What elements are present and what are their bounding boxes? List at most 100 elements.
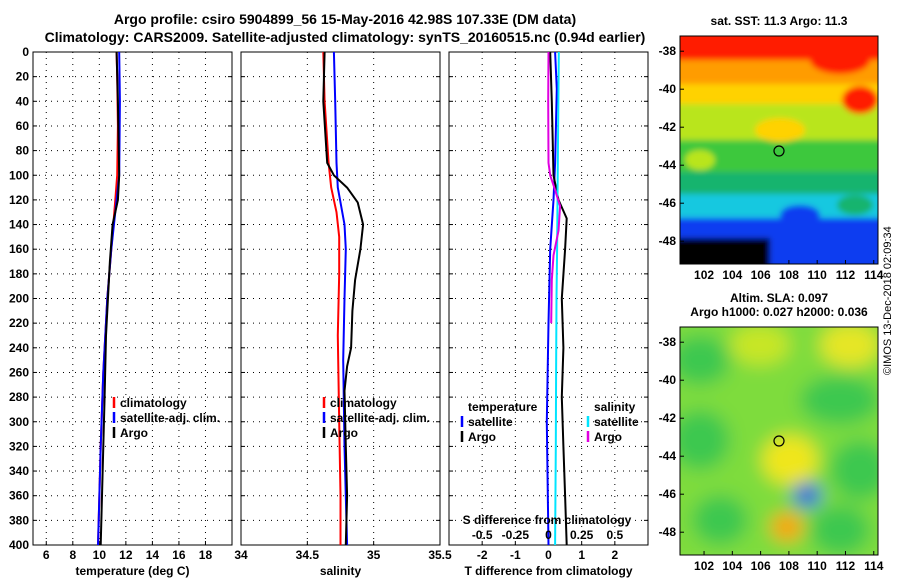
- map-y-tick-label: -40: [659, 373, 677, 387]
- map-x-tick-label: 108: [779, 559, 799, 573]
- legend-label: Argo: [330, 426, 358, 440]
- x-tick-label: 35: [367, 548, 381, 562]
- legend-label: satellite-adj. clim.: [330, 411, 430, 425]
- s-tick-label: -0.5: [472, 528, 493, 542]
- legend-label: Argo: [594, 430, 622, 444]
- y-tick-label: 180: [9, 267, 29, 281]
- x-tick-label: -1: [510, 548, 521, 562]
- x-tick-label: 14: [146, 548, 160, 562]
- series-line: [547, 51, 562, 324]
- sla-map-panel: Altim. SLA: 0.097 Argo h1000: 0.027 h200…: [659, 291, 884, 573]
- map-y-tick-label: -40: [659, 82, 677, 96]
- y-tick-label: 80: [16, 144, 30, 158]
- map-x-tick-label: 102: [694, 559, 714, 573]
- temperature-panel: 0 20 40 60 80 100 120 140 160 180 200 220 240 260 280 3…: [9, 45, 233, 578]
- x-tick-label: 1: [578, 548, 585, 562]
- series-line: [549, 51, 568, 546]
- x-tick-label: 10: [93, 548, 107, 562]
- legend-label: climatology: [330, 396, 397, 410]
- x-tick-label: 34.5: [296, 548, 320, 562]
- legend-title-temperature: temperature: [468, 400, 538, 414]
- legend-label: satellite: [594, 415, 639, 429]
- map-x-tick-label: 112: [836, 559, 856, 573]
- y-tick-label: 320: [9, 439, 29, 453]
- x-tick-label: 6: [43, 548, 50, 562]
- y-tick-label: 40: [16, 94, 30, 108]
- x-axis-label: T difference from climatology: [464, 564, 632, 578]
- y-tick-label: 300: [9, 415, 29, 429]
- map-x-tick-label: 114: [864, 268, 884, 282]
- x-tick-label: 8: [69, 548, 76, 562]
- y-tick-label: 60: [16, 119, 30, 133]
- credit-text: ©IMOS 13-Dec-2018 02:09:34: [882, 226, 894, 375]
- x-tick-label: 12: [119, 548, 133, 562]
- map-y-tick-label: -44: [659, 449, 677, 463]
- map-x-tick-label: 104: [722, 268, 742, 282]
- series-line: [322, 51, 342, 545]
- map-x-tick-label: 106: [751, 268, 771, 282]
- axes-frame: [32, 51, 233, 546]
- series-line: [554, 51, 560, 546]
- y-tick-label: 0: [22, 45, 29, 59]
- y-tick-label: 400: [9, 538, 29, 552]
- y-tick-label: 140: [9, 218, 29, 232]
- map-y-tick-label: -42: [659, 120, 677, 134]
- s-tick-label: 0: [545, 528, 552, 542]
- series-line: [99, 51, 121, 546]
- y-tick-label: 280: [9, 390, 29, 404]
- map-y-tick-label: -46: [659, 196, 677, 210]
- y-tick-label: 340: [9, 464, 29, 478]
- x-axis-label: temperature (deg C): [75, 564, 189, 578]
- y-tick-label: 360: [9, 489, 29, 503]
- sla-map-title-line1: Altim. SLA: 0.097: [730, 291, 828, 305]
- sla-map-title-line2: Argo h1000: 0.027 h2000: 0.036: [690, 305, 868, 319]
- legend-label: climatology: [120, 396, 187, 410]
- sst-map-title: sat. SST: 11.3 Argo: 11.3: [711, 14, 848, 28]
- y-tick-label: 20: [16, 70, 30, 84]
- salinity-panel: 34 34.5 35 35.5 salinity climatologysatellite…: [234, 51, 452, 578]
- map-y-tick-label: -38: [659, 44, 677, 58]
- map-y-tick-label: -44: [659, 158, 677, 172]
- map-x-tick-label: 108: [779, 268, 799, 282]
- x-tick-label: 0: [545, 548, 552, 562]
- map-x-tick-label: 104: [722, 559, 742, 573]
- map-x-tick-label: 110: [808, 559, 828, 573]
- figure-title-line1: Argo profile: csiro 5904899_56 15-May-20…: [114, 11, 576, 27]
- s-tick-label: 0.5: [606, 528, 623, 542]
- figure-title-line2: Climatology: CARS2009. Satellite-adjuste…: [45, 29, 646, 45]
- series-line: [545, 51, 558, 546]
- map-x-tick-label: 112: [836, 268, 856, 282]
- sst-field: [680, 36, 878, 264]
- map-x-tick-label: 102: [694, 268, 714, 282]
- x-axis-label: salinity: [320, 564, 362, 578]
- map-x-tick-label: 106: [751, 559, 771, 573]
- map-y-tick-label: -48: [659, 525, 677, 539]
- x-tick-label: 35.5: [428, 548, 452, 562]
- legend-title-salinity: salinity: [594, 400, 636, 414]
- sla-argo-marker: [773, 435, 785, 447]
- legend-label: satellite: [468, 415, 513, 429]
- series-line: [332, 51, 349, 546]
- y-tick-label: 260: [9, 365, 29, 379]
- map-y-tick-label: -48: [659, 234, 677, 248]
- sla-field: [680, 327, 878, 555]
- x-tick-label: -2: [477, 548, 488, 562]
- map-y-tick-label: -42: [659, 411, 677, 425]
- s-axis-label: S difference from climatology: [463, 513, 632, 527]
- x-tick-label: 16: [172, 548, 186, 562]
- series-line: [322, 51, 365, 546]
- legend-label: satellite-adj. clim.: [120, 411, 220, 425]
- s-tick-label: -0.25: [502, 528, 530, 542]
- x-tick-label: 18: [199, 548, 213, 562]
- map-y-tick-label: -38: [659, 335, 677, 349]
- x-tick-label: 2: [611, 548, 618, 562]
- map-x-tick-label: 114: [864, 559, 884, 573]
- y-tick-label: 120: [9, 193, 29, 207]
- map-x-tick-label: 110: [808, 268, 828, 282]
- y-tick-label: 160: [9, 242, 29, 256]
- legend-label: Argo: [468, 430, 496, 444]
- y-tick-label: 240: [9, 341, 29, 355]
- y-tick-label: 100: [9, 168, 29, 182]
- map-y-tick-label: -46: [659, 487, 677, 501]
